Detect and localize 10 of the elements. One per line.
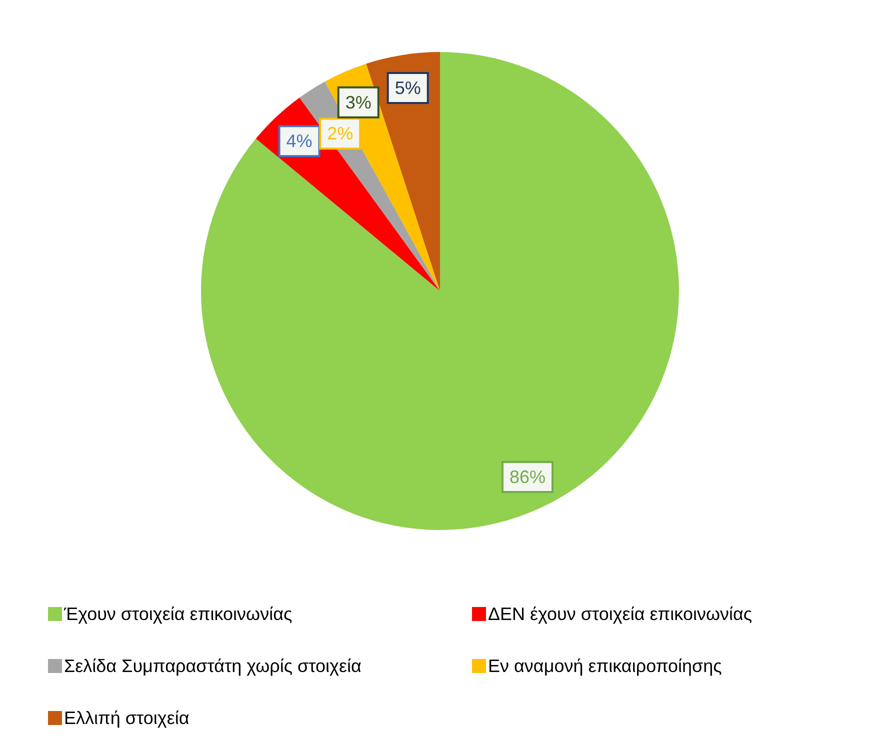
data-label: 5% [394, 78, 421, 98]
legend-label: Εν αναμονή επικαιροποίησης [488, 656, 722, 676]
legend-label: Ελλιπή στοιχεία [64, 708, 190, 728]
data-label: 2% [327, 124, 354, 144]
data-label: 4% [286, 131, 312, 152]
legend-label: Έχουν στοιχεία επικοινωνίας [64, 604, 292, 624]
legend-label: Σελίδα Συμπαραστάτη χωρίς στοιχεία [64, 656, 362, 676]
data-label: 86% [510, 466, 546, 487]
legend-label: ΔΕΝ έχουν στοιχεία επικοινωνίας [488, 604, 752, 624]
data-label: 3% [345, 92, 372, 112]
